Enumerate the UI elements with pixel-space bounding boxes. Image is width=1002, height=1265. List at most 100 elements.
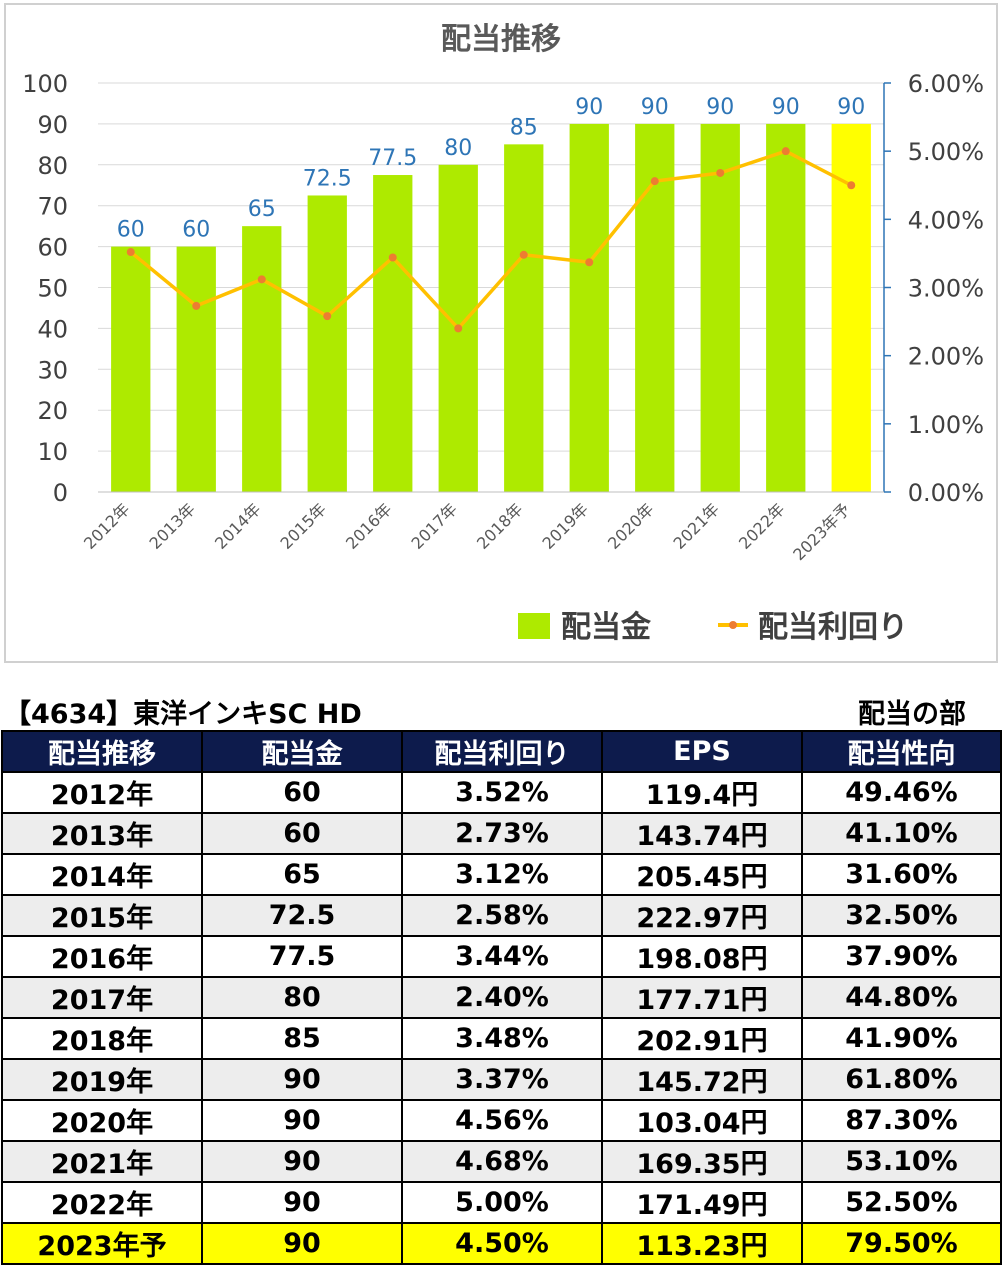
table-row: 2015年 72.5 2.58% 222.97円 32.50% bbox=[1, 894, 1002, 937]
cell-eps: 205.45円 bbox=[601, 853, 803, 896]
yield-point bbox=[323, 312, 332, 321]
cell-yield: 4.56% bbox=[401, 1099, 603, 1142]
x-tick-label: 2012年 bbox=[80, 499, 134, 553]
cell-year: 2016年 bbox=[1, 935, 203, 978]
x-tick-label: 2014年 bbox=[211, 499, 265, 553]
y-right-tick-label: 6.00% bbox=[908, 70, 984, 98]
header-eps: EPS bbox=[601, 730, 803, 773]
cell-yield: 3.37% bbox=[401, 1058, 603, 1101]
cell-year: 2014年 bbox=[1, 853, 203, 896]
bar-data-label: 85 bbox=[510, 115, 538, 140]
cell-yield: 4.50% bbox=[401, 1222, 603, 1265]
y-left-tick-label: 70 bbox=[37, 193, 68, 221]
table-row: 2021年 90 4.68% 169.35円 53.10% bbox=[1, 1140, 1002, 1183]
cell-dividend: 90 bbox=[201, 1140, 403, 1183]
cell-payout: 61.80% bbox=[801, 1058, 1002, 1101]
cell-eps: 202.91円 bbox=[601, 1017, 803, 1060]
chart-title: 配当推移 bbox=[441, 22, 561, 57]
cell-dividend: 80 bbox=[201, 976, 403, 1019]
cell-dividend: 72.5 bbox=[201, 894, 403, 937]
x-tick-label: 2016年 bbox=[342, 499, 396, 553]
cell-year: 2022年 bbox=[1, 1181, 203, 1224]
y-right-tick-label: 0.00% bbox=[908, 479, 984, 507]
dividend-chart-panel: 配当推移 0 10 20 30 40 50 60 70 80 90 100 0.00% 1.00% 2.00… bbox=[4, 3, 998, 663]
cell-eps: 143.74円 bbox=[601, 812, 803, 855]
table-row: 2019年 90 3.37% 145.72円 61.80% bbox=[1, 1058, 1002, 1101]
header-yield: 配当利回り bbox=[401, 730, 603, 773]
cell-yield: 3.44% bbox=[401, 935, 603, 978]
cell-dividend: 60 bbox=[201, 812, 403, 855]
cell-yield: 3.52% bbox=[401, 771, 603, 814]
bar-data-label: 72.5 bbox=[303, 166, 352, 191]
x-tick-label: 2013年 bbox=[146, 499, 200, 553]
bar bbox=[504, 144, 544, 492]
yield-point bbox=[126, 248, 135, 257]
cell-year: 2018年 bbox=[1, 1017, 203, 1060]
cell-dividend: 85 bbox=[201, 1017, 403, 1060]
dividend-chart: 配当推移 0 10 20 30 40 50 60 70 80 90 100 0.00% 1.00% 2.00… bbox=[22, 22, 984, 645]
bar-data-label: 65 bbox=[248, 197, 276, 222]
cell-eps: 119.4円 bbox=[601, 771, 803, 814]
legend-bar-label: 配当金 bbox=[561, 610, 652, 645]
x-tick-label: 2023年予 bbox=[789, 499, 854, 564]
cell-payout: 41.90% bbox=[801, 1017, 1002, 1060]
y-left-tick-label: 40 bbox=[37, 315, 68, 343]
cell-year: 2023年予 bbox=[1, 1222, 203, 1265]
cell-year: 2021年 bbox=[1, 1140, 203, 1183]
y-left-tick-label: 100 bbox=[22, 70, 68, 98]
table-row: 2014年 65 3.12% 205.45円 31.60% bbox=[1, 853, 1002, 896]
table-row: 2016年 77.5 3.44% 198.08円 37.90% bbox=[1, 935, 1002, 978]
cell-yield: 4.68% bbox=[401, 1140, 603, 1183]
legend-line-marker bbox=[729, 621, 737, 629]
dividend-table: 配当推移 配当金 配当利回り EPS 配当性向 2012年 60 3.52% 119.… bbox=[1, 730, 1002, 1265]
cell-year: 2017年 bbox=[1, 976, 203, 1019]
x-tick-label: 2020年 bbox=[604, 499, 658, 553]
bar-data-label: 60 bbox=[182, 218, 210, 243]
cell-year: 2015年 bbox=[1, 894, 203, 937]
cell-payout: 32.50% bbox=[801, 894, 1002, 937]
bar bbox=[766, 123, 806, 493]
table-row: 2018年 85 3.48% 202.91円 41.90% bbox=[1, 1017, 1002, 1060]
cell-eps: 103.04円 bbox=[601, 1099, 803, 1142]
y-left-tick-label: 50 bbox=[37, 275, 68, 303]
yield-point bbox=[781, 147, 790, 156]
x-tick-label: 2022年 bbox=[735, 499, 789, 553]
bar bbox=[373, 175, 413, 492]
x-tick-label: 2021年 bbox=[670, 499, 724, 553]
y-right-tick-label: 2.00% bbox=[908, 343, 984, 371]
cell-dividend: 65 bbox=[201, 853, 403, 896]
bar bbox=[176, 246, 216, 492]
cell-dividend: 60 bbox=[201, 771, 403, 814]
y-left-tick-label: 90 bbox=[37, 111, 68, 139]
yield-point bbox=[192, 301, 201, 310]
table-body: 2012年 60 3.52% 119.4円 49.46% 2013年 60 2.73% 143.… bbox=[1, 771, 1002, 1265]
cell-yield: 2.58% bbox=[401, 894, 603, 937]
y-right-tick-label: 4.00% bbox=[908, 206, 984, 234]
y-right-tick-label: 5.00% bbox=[908, 138, 984, 166]
y-left-tick-label: 0 bbox=[53, 479, 68, 507]
cell-eps: 145.72円 bbox=[601, 1058, 803, 1101]
cell-payout: 52.50% bbox=[801, 1181, 1002, 1224]
cell-dividend: 90 bbox=[201, 1058, 403, 1101]
cell-payout: 41.10% bbox=[801, 812, 1002, 855]
bar-data-label: 80 bbox=[444, 136, 472, 161]
y-right-tick-label: 3.00% bbox=[908, 275, 984, 303]
yield-point bbox=[388, 253, 397, 262]
x-tick-label: 2017年 bbox=[408, 499, 462, 553]
y-left-tick-label: 60 bbox=[37, 234, 68, 262]
cell-payout: 79.50% bbox=[801, 1222, 1002, 1265]
cell-payout: 53.10% bbox=[801, 1140, 1002, 1183]
cell-eps: 169.35円 bbox=[601, 1140, 803, 1183]
legend-line-label: 配当利回り bbox=[758, 610, 908, 645]
cell-eps: 171.49円 bbox=[601, 1181, 803, 1224]
y-right-tick-label: 1.00% bbox=[908, 411, 984, 439]
table-row: 2013年 60 2.73% 143.74円 41.10% bbox=[1, 812, 1002, 855]
bar bbox=[111, 246, 151, 492]
yield-point bbox=[716, 168, 725, 177]
y-left-tick-label: 10 bbox=[37, 438, 68, 466]
company-title: 【4634】東洋インキSC HD bbox=[4, 699, 362, 730]
cell-eps: 222.97円 bbox=[601, 894, 803, 937]
bar bbox=[700, 123, 740, 493]
yield-point bbox=[454, 324, 463, 333]
table-row: 2023年予 90 4.50% 113.23円 79.50% bbox=[1, 1222, 1002, 1265]
